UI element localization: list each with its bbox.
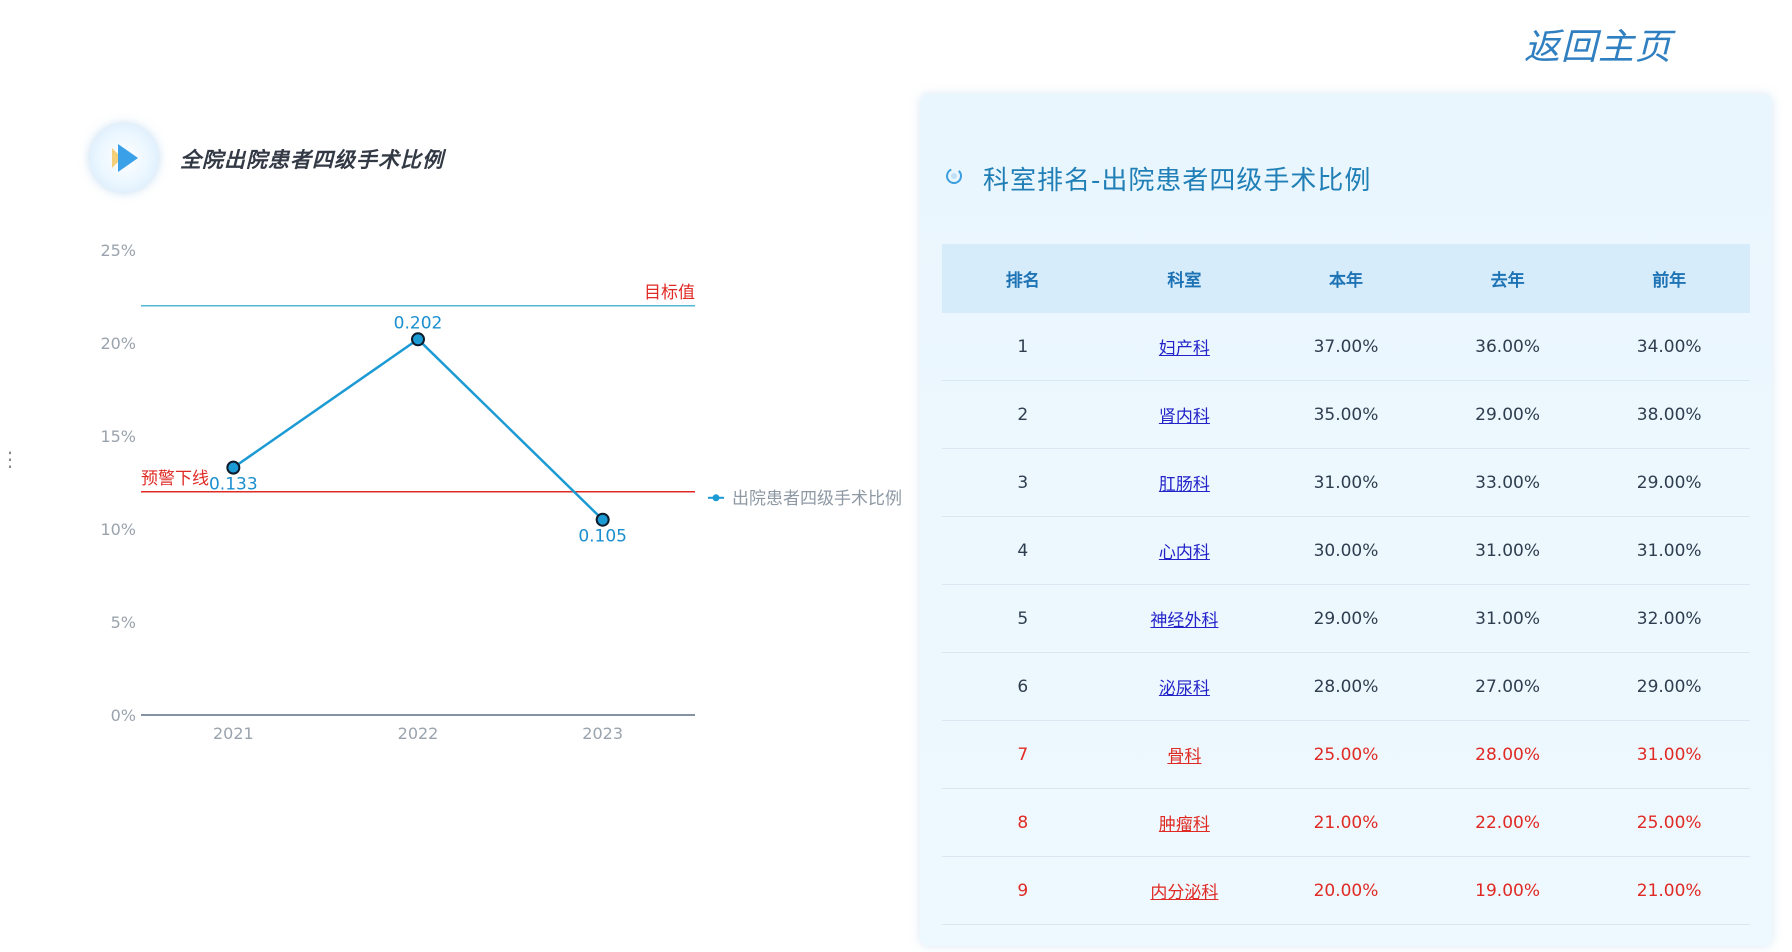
- rank-cell: 6: [942, 652, 1104, 721]
- data-point: [411, 332, 425, 347]
- refresh-icon: [946, 168, 962, 184]
- last-year-cell: 29.00%: [1426, 380, 1589, 449]
- year-before-cell: 29.00%: [1588, 652, 1750, 721]
- department-link[interactable]: 肿瘤科: [1158, 815, 1210, 835]
- y-tick-label: 15%: [100, 427, 136, 446]
- column-header-last-year: 去年: [1426, 244, 1589, 313]
- department-cell: 肛肠科: [1103, 448, 1266, 517]
- data-label: 0.133: [209, 475, 258, 495]
- column-header-year-before: 前年: [1588, 244, 1750, 313]
- department-cell: 内分泌科: [1103, 856, 1266, 925]
- last-year-cell: 31.00%: [1426, 584, 1589, 653]
- y-tick-label: 20%: [100, 334, 136, 353]
- this-year-cell: 30.00%: [1265, 516, 1427, 585]
- y-tick-label: 0%: [111, 706, 136, 725]
- department-link[interactable]: 肾内科: [1158, 407, 1210, 427]
- department-link[interactable]: 神经外科: [1150, 611, 1219, 631]
- last-year-cell: 31.00%: [1426, 516, 1589, 585]
- department-cell: 神经外科: [1103, 584, 1266, 653]
- last-year-cell: 28.00%: [1426, 720, 1589, 789]
- this-year-cell: 37.00%: [1265, 313, 1427, 381]
- play-icon: [90, 124, 158, 192]
- last-year-cell: 36.00%: [1426, 313, 1589, 381]
- last-year-cell: 19.00%: [1426, 856, 1589, 925]
- table-header-row: 排名 科室 本年 去年 前年: [942, 244, 1750, 313]
- this-year-cell: 35.00%: [1265, 380, 1427, 449]
- rank-cell: 5: [942, 584, 1104, 653]
- home-link[interactable]: 返回主页: [1524, 27, 1673, 68]
- series-line: [232, 337, 604, 521]
- data-point: [595, 512, 610, 527]
- last-year-cell: 27.00%: [1426, 652, 1589, 721]
- y-tick-label: 10%: [100, 520, 136, 539]
- rank-cell: 3: [942, 448, 1104, 517]
- department-link[interactable]: 肛肠科: [1158, 475, 1210, 495]
- table-row: 6 泌尿科 28.00% 27.00% 29.00%: [942, 652, 1750, 721]
- department-link[interactable]: 心内科: [1158, 543, 1210, 563]
- this-year-cell: 28.00%: [1265, 652, 1427, 721]
- department-link[interactable]: 骨科: [1167, 747, 1202, 767]
- target-line-label: 目标值: [644, 283, 695, 303]
- rank-cell: 9: [942, 856, 1104, 925]
- year-before-cell: 32.00%: [1588, 584, 1750, 653]
- data-label: 0.202: [394, 313, 443, 333]
- rank-cell: 8: [942, 788, 1104, 857]
- department-link[interactable]: 泌尿科: [1158, 679, 1210, 699]
- table-row: 7 骨科 25.00% 28.00% 31.00%: [942, 720, 1750, 789]
- year-before-cell: 29.00%: [1588, 448, 1750, 517]
- department-cell: 泌尿科: [1103, 652, 1266, 721]
- year-before-cell: 31.00%: [1588, 516, 1750, 585]
- y-tick-label: 25%: [100, 241, 136, 260]
- department-link[interactable]: 内分泌科: [1150, 883, 1219, 903]
- this-year-cell: 29.00%: [1265, 584, 1427, 653]
- column-header-rank: 排名: [942, 244, 1104, 313]
- column-header-department: 科室: [1103, 244, 1266, 313]
- year-before-cell: 25.00%: [1588, 788, 1750, 857]
- last-year-cell: 22.00%: [1426, 788, 1589, 857]
- table-row: 5 神经外科 29.00% 31.00% 32.00%: [942, 584, 1750, 653]
- year-before-cell: 31.00%: [1588, 720, 1750, 789]
- y-tick-label: 5%: [111, 613, 136, 632]
- this-year-cell: 25.00%: [1265, 720, 1427, 789]
- data-label: 0.105: [578, 527, 627, 547]
- x-tick-label: 2022: [398, 724, 439, 743]
- year-before-cell: 21.00%: [1588, 856, 1750, 925]
- department-cell: 妇产科: [1103, 313, 1266, 381]
- x-tick-label: 2021: [213, 724, 254, 743]
- department-cell: 肾内科: [1103, 380, 1266, 449]
- rank-cell: 4: [942, 516, 1104, 585]
- rank-cell: 1: [942, 313, 1104, 381]
- table-row: 4 心内科 30.00% 31.00% 31.00%: [942, 516, 1750, 585]
- department-cell: 骨科: [1103, 720, 1266, 789]
- rank-cell: 2: [942, 380, 1104, 449]
- department-cell: 肿瘤科: [1103, 788, 1266, 857]
- this-year-cell: 21.00%: [1265, 788, 1427, 857]
- ranking-table: 排名 科室 本年 去年 前年 1 妇产科 37.00% 36.00% 34.00% 2 肾内…: [942, 244, 1750, 925]
- warning-line-label: 预警下线: [141, 469, 209, 489]
- table-row: 2 肾内科 35.00% 29.00% 38.00%: [942, 380, 1750, 449]
- rank-cell: 7: [942, 720, 1104, 789]
- legend-marker: [712, 494, 720, 502]
- this-year-cell: 20.00%: [1265, 856, 1427, 925]
- last-year-cell: 33.00%: [1426, 448, 1589, 517]
- table-row: 8 肿瘤科 21.00% 22.00% 25.00%: [942, 788, 1750, 857]
- x-tick-label: 2023: [582, 724, 623, 743]
- chart-title: 全院出院患者四级手术比例: [180, 148, 444, 172]
- this-year-cell: 31.00%: [1265, 448, 1427, 517]
- panel-title: 科室排名-出院患者四级手术比例: [983, 166, 1372, 196]
- department-ranking-panel: 科室排名-出院患者四级手术比例 排名 科室 本年 去年 前年 1 妇产科 37.00…: [920, 94, 1772, 946]
- legend-series-name: 出院患者四级手术比例: [732, 489, 902, 509]
- column-header-this-year: 本年: [1265, 244, 1427, 313]
- table-row: 3 肛肠科 31.00% 33.00% 29.00%: [942, 448, 1750, 517]
- year-before-cell: 34.00%: [1588, 313, 1750, 381]
- year-before-cell: 38.00%: [1588, 380, 1750, 449]
- table-row: 9 内分泌科 20.00% 19.00% 21.00%: [942, 856, 1750, 925]
- table-row: 1 妇产科 37.00% 36.00% 34.00%: [942, 313, 1750, 381]
- data-point: [226, 460, 241, 475]
- department-link[interactable]: 妇产科: [1158, 339, 1210, 359]
- department-cell: 心内科: [1103, 516, 1266, 585]
